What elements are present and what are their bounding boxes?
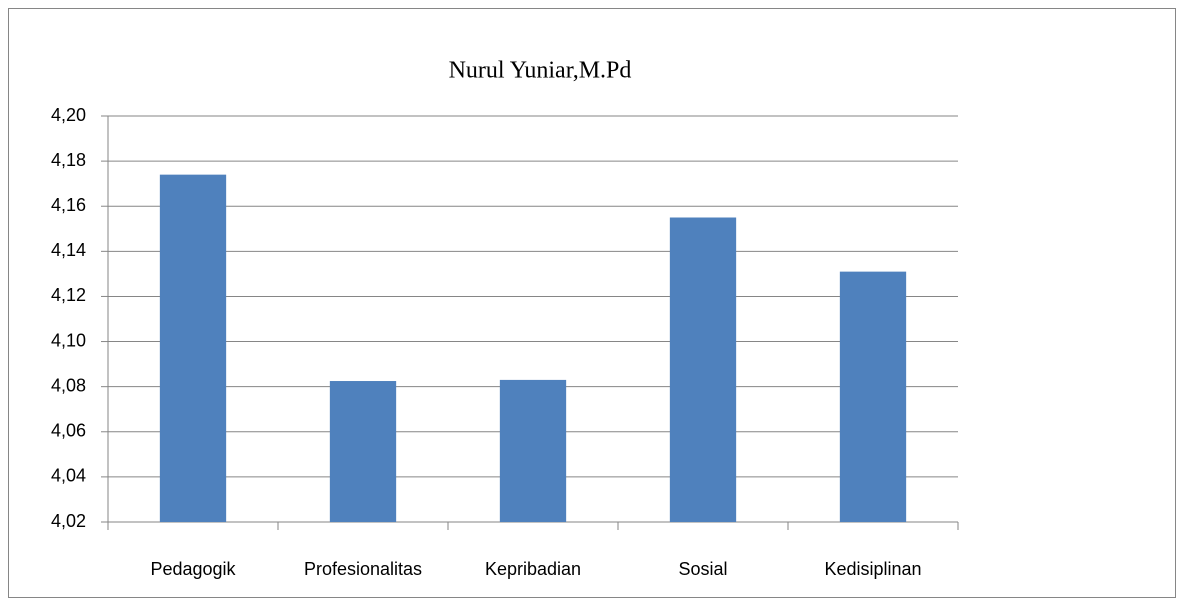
y-tick-label: 4,16 — [51, 195, 86, 215]
y-tick-label: 4,06 — [51, 421, 86, 441]
x-tick-label: Pedagogik — [150, 559, 236, 579]
x-tick-label: Sosial — [678, 559, 727, 579]
x-tick-label: Profesionalitas — [304, 559, 422, 579]
y-tick-label: 4,14 — [51, 240, 86, 260]
y-tick-label: 4,08 — [51, 375, 86, 395]
y-tick-label: 4,02 — [51, 511, 86, 531]
y-tick-label: 4,10 — [51, 330, 86, 350]
y-tick-label: 4,20 — [51, 105, 86, 125]
y-tick-label: 4,04 — [51, 466, 86, 486]
bar — [839, 271, 907, 522]
x-tick-label: Kepribadian — [485, 559, 581, 579]
bar — [669, 217, 737, 522]
bar — [329, 381, 397, 522]
bar — [159, 174, 227, 522]
y-tick-label: 4,12 — [51, 285, 86, 305]
bar — [499, 379, 567, 522]
chart-title: Nurul Yuniar,M.Pd — [449, 58, 632, 84]
x-tick-label: Kedisiplinan — [824, 559, 921, 579]
y-tick-label: 4,18 — [51, 150, 86, 170]
